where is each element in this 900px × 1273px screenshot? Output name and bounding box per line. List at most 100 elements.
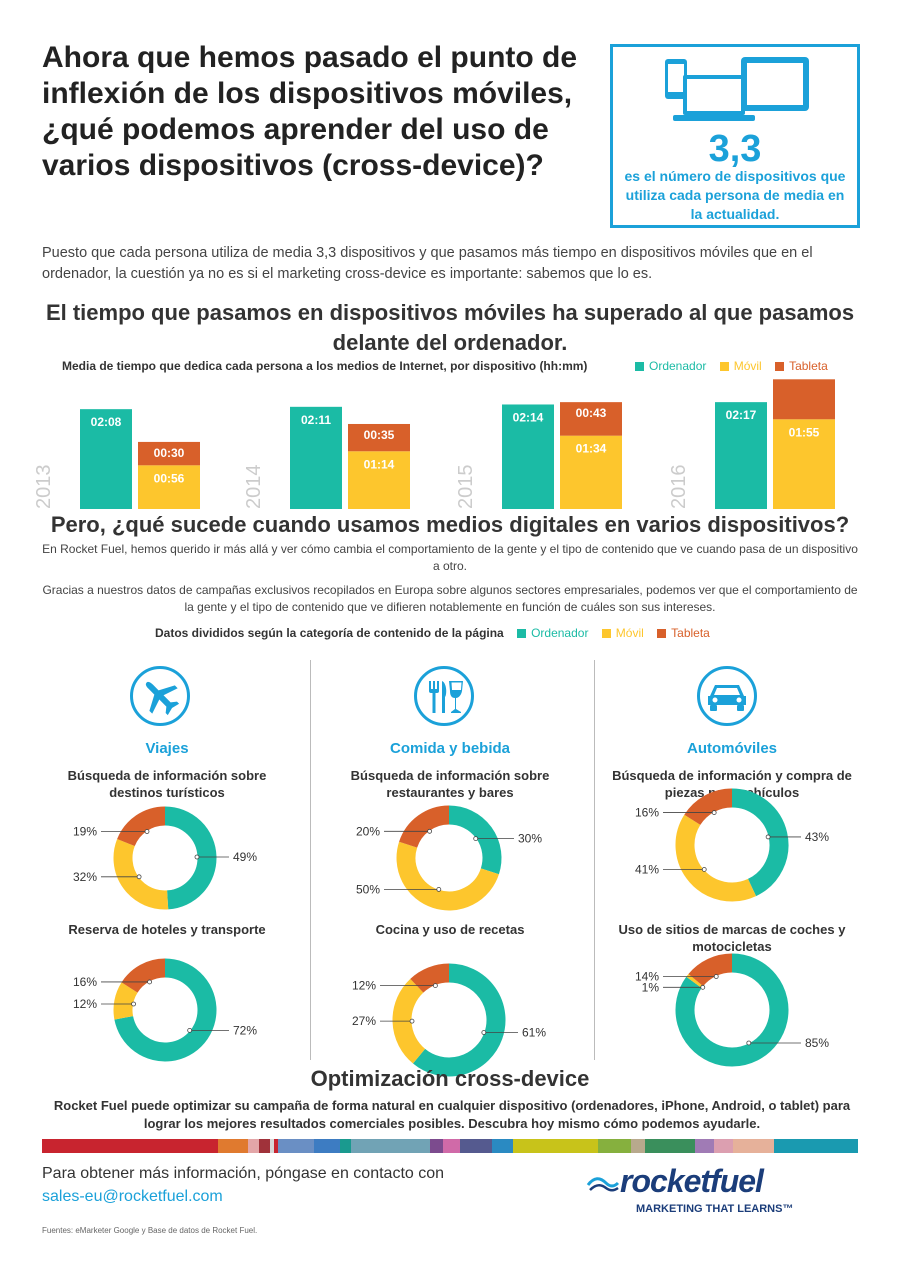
donut-percent-label: 19% [73,825,97,839]
cross-device-paragraph-2: Gracias a nuestros datos de campañas exc… [42,583,858,614]
donut-title: Búsqueda de información sobre restaurant… [350,768,550,800]
contact-text: Para obtener más información, póngase en… [42,1165,445,1182]
donut-percent-label: 72% [233,1023,257,1037]
bar-chart-legend: Ordenador Móvil Tableta [625,359,828,373]
color-bar-segment [269,1139,274,1153]
car-icon [708,685,746,711]
stat-description: es el número de dispositivos que utiliza… [624,168,846,222]
color-bar-segment [513,1139,599,1153]
donut-percent-label: 14% [635,970,659,984]
donut-leader-dot [144,829,150,834]
donut-slice-desktop [412,963,506,1077]
donut-leader-dot [432,983,438,988]
donut-leader-dot [701,867,707,872]
donut-leader-dot [147,979,152,985]
donut-slice-mobile [686,973,704,989]
page-title: Ahora que hemos pasado el punto de infle… [42,41,578,182]
dining-icon [429,681,463,713]
bar-mobile [348,451,410,509]
color-bar-segment [350,1139,430,1153]
bar-label: 02:17 [726,408,757,422]
legend-tablet-label: Tableta [789,359,828,373]
donut-percent-label: 12% [352,979,376,993]
year-label: 2013 [33,465,55,510]
bar-label: 00:43 [576,406,607,420]
donut-percent-label: 85% [805,1036,829,1050]
bar-chart: 2013 02:08 00:56 00:30 2014 02:11 01:14 00:35 20… [33,379,835,510]
donut-title: Reserva de hoteles y transporte [68,922,266,937]
legend-desktop-swatch [517,629,527,639]
bar-tablet [138,441,200,466]
donut-leader-dot [194,854,200,860]
rocketfuel-swoosh-icon [586,1177,620,1192]
donut-leader-dot [136,874,142,880]
bar-label: 02:14 [513,410,544,424]
donut-percent-label: 50% [356,882,380,896]
donut-percent-label: 30% [518,832,542,846]
optimization-text: Rocket Fuel puede optimizar su campaña d… [53,1098,851,1131]
rocketfuel-logo: rocketfuel [620,1163,764,1199]
color-bar-segment [278,1139,315,1153]
bar-mobile [560,435,622,509]
legend-mobile-swatch [719,362,729,372]
donut-slice-desktop [114,958,217,1062]
donut-leader-dot [187,1027,193,1033]
donut-title: Búsqueda de información sobre destinos t… [67,768,267,800]
donut-legend-title: Datos divididos según la categoría de co… [155,626,504,640]
donut-percent-label: 12% [73,997,97,1011]
color-bar-segment [645,1139,695,1153]
legend-mobile-label: Móvil [615,626,644,640]
color-bar-segment [314,1139,340,1153]
donut-leader-dot [481,1030,487,1035]
category-title-comida: Comida y bebida [389,740,511,757]
donut-slice-mobile [113,982,138,1020]
donut-slice-tablet [399,805,450,849]
stat-value: 3,3 [708,128,762,170]
color-bar-segment [273,1139,279,1153]
bar-desktop [290,406,342,509]
donut-leader-dot [409,1018,415,1024]
donut-percent-label: 61% [522,1026,546,1040]
category-title-viajes: Viajes [145,740,189,757]
color-bar-segment [773,1139,858,1153]
category-title-automoviles: Automóviles [686,740,777,757]
donut-leader-dot [700,984,706,990]
donut-percent-label: 16% [635,806,659,820]
bar-label: 00:35 [364,428,395,442]
donut-percent-label: 43% [805,830,829,844]
bar-label: 02:08 [91,415,122,429]
year-label: 2016 [668,465,690,510]
bar-label: 01:55 [789,425,820,439]
bar-label: 02:11 [301,413,331,427]
donut-slice-tablet [121,958,166,994]
cross-device-heading: Pero, ¿qué sucede cuando usamos medios d… [50,512,850,537]
legend-tablet-swatch [775,362,785,372]
donut-percent-label: 41% [635,862,659,876]
stat-box: 3,3 es el número de dispositivos que uti… [610,44,860,228]
optimization-heading: Optimización cross-device [310,1066,590,1091]
donut-slice-mobile [113,839,169,910]
legend-desktop-label: Ordenador [649,359,707,373]
legend-mobile-label: Móvil [733,359,762,373]
donut-slice-tablet [117,806,166,847]
bar-chart-subtitle: Media de tiempo que dedica cada persona … [62,359,588,373]
donut-legend: Datos divididos según la categoría de co… [155,626,710,640]
donut-leader-dot [746,1040,752,1046]
legend-mobile-swatch [601,629,611,639]
donut-slice-desktop [731,788,789,897]
donut-leader-dot [131,1001,136,1007]
bar-desktop [80,409,132,509]
contact-email-link[interactable]: sales-eu@rocketfuel.com [42,1188,223,1205]
bar-label: 00:56 [154,471,185,485]
column-divider [594,660,595,1060]
time-spent-heading: El tiempo que pasamos en dispositivos mó… [45,300,855,355]
color-bar-segment [248,1139,259,1153]
color-bar-segment [442,1139,460,1153]
donut-slice-desktop [675,953,789,1067]
cross-device-paragraph-1: En Rocket Fuel, hemos querido ir más all… [42,542,858,573]
donut-percent-label: 27% [352,1014,376,1028]
donut-leader-dot [427,828,433,834]
legend-tablet-label: Tableta [671,626,710,640]
devices-icon [665,57,809,121]
color-bar-segment [713,1139,734,1153]
